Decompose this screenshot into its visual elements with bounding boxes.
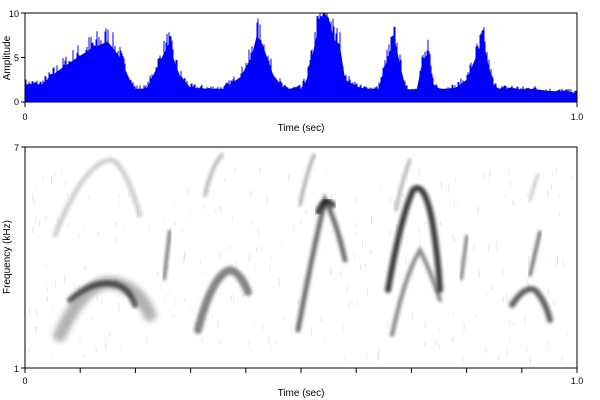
waveform-y-tick-10: 10 [9,9,19,19]
spectrogram-x-tick-end: 1.0 [571,376,584,386]
spectrogram-y-tick-1: 1 [14,364,19,374]
syllable-5-upsweep [528,230,542,277]
syllable-3-harmonic [298,153,316,207]
waveform-x-tick-end: 1.0 [571,112,584,122]
click-1 [162,229,172,281]
spectrogram-frame [24,146,578,369]
syllable-5-fundamental [509,286,553,323]
syllable-1-fundamental [53,276,157,342]
spectrogram-panel: 7 1 Frequency (kHz) 0 1.0 Time (sec) [2,143,583,399]
waveform-texture [24,13,578,102]
waveform-x-tick-start: 0 [22,112,27,122]
waveform-y-ticks [21,12,25,103]
syllable-1-harmonic [52,157,143,238]
syllable-4-lower [390,245,442,337]
spectrogram-x-tick-start: 0 [22,376,27,386]
spectrogram-noise [28,167,573,365]
spectrogram-x-ticks [24,368,578,373]
click-2 [459,234,469,281]
waveform-x-axis-label: Time (sec) [278,123,325,134]
syllable-4-harmonic [394,158,412,212]
syllable-2-fundamental [194,265,252,334]
syllable-5-harmonic [528,173,540,202]
waveform-spikes [24,13,578,102]
waveform-panel: 0 5 10 Amplitude 0 1.0 Time (sec) [2,9,583,134]
waveform-y-axis-label: Amplitude [2,35,13,80]
syllable-2-harmonic [203,153,224,197]
waveform-y-tick-5: 5 [14,53,19,63]
spectrogram-image [28,153,573,365]
waveform-x-ticks [24,102,578,107]
spectrogram-y-axis-label: Frequency (kHz) [2,220,13,294]
spectrogram-y-tick-7: 7 [14,143,19,153]
syllable-3-fundamental [295,193,348,333]
spectrogram-x-axis-label: Time (sec) [278,388,325,399]
syllable-1-fundamental-core [67,280,138,308]
syllable-3-peak [315,198,336,215]
waveform-y-tick-0: 0 [14,97,19,107]
syllable-4-fundamental [385,185,443,293]
spectrogram-y-ticks [21,146,25,369]
